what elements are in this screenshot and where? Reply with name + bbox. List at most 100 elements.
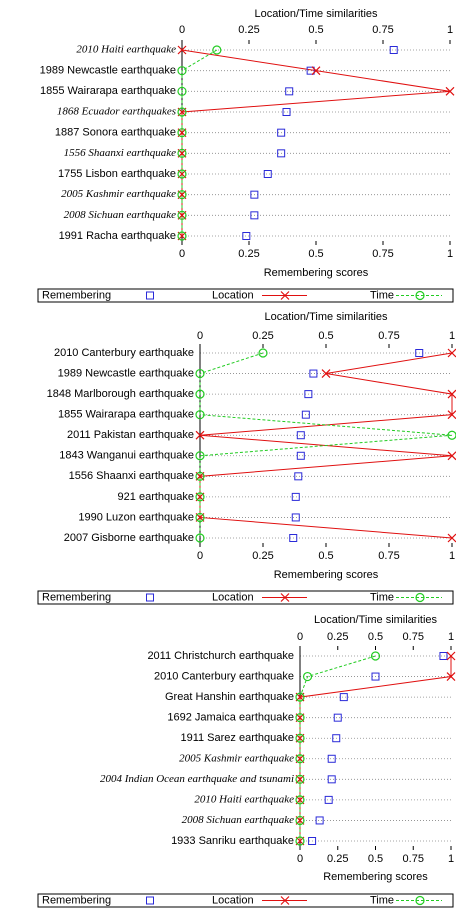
y-tick-label: 1855 Wairarapa earthquake [40, 85, 176, 97]
marker-square [250, 190, 259, 199]
y-tick-label: 1911 Sarez earthquake [180, 732, 294, 744]
x2-tick-label: 0.5 [318, 330, 333, 342]
y-tick-label: 2011 Christchurch earthquake [147, 650, 294, 662]
marker-circle [295, 795, 305, 805]
x-axis-label: Remembering scores [323, 871, 428, 883]
legend-box [37, 590, 454, 605]
marker-circle [447, 430, 456, 440]
y-tick-label: 1989 Newcastle earthquake [40, 65, 176, 77]
y-tick-label: 2010 Haiti earthquake [76, 44, 176, 56]
y-tick-label: 2008 Sichuan earthquake [182, 814, 295, 826]
marker-circle [195, 471, 205, 481]
marker-circle [177, 210, 187, 220]
marker-square [304, 390, 313, 399]
marker-circle [212, 45, 222, 55]
x-axis-label: Remembering scores [274, 569, 379, 581]
marker-square [282, 108, 291, 116]
y-tick-label: 921 earthquake [118, 491, 194, 503]
x2-tick-label: 0.75 [372, 24, 393, 36]
marker-square [291, 492, 300, 501]
x2-axis-label: Location/Time similarities [254, 8, 378, 20]
y-tick-label: 2010 Canterbury earthquake [54, 347, 194, 359]
marker-circle [415, 592, 425, 603]
marker-circle [177, 190, 187, 200]
x2-axis-label: Location/Time similarities [314, 614, 438, 626]
y-tick-label: 1868 Ecuador earthquakes [57, 106, 176, 118]
marker-circle [370, 651, 381, 661]
marker-square [242, 232, 251, 240]
marker-circle [177, 128, 187, 138]
legend-box [37, 893, 454, 908]
y-tick-label: 2010 Haiti earthquake [194, 793, 294, 805]
y-tick-label: 2007 Gisborne earthquake [64, 532, 194, 544]
marker-square [250, 211, 259, 220]
marker-circle [295, 815, 305, 826]
marker-circle [195, 533, 205, 543]
marker-circle [195, 389, 205, 399]
marker-square [289, 534, 298, 542]
legend-box [37, 288, 454, 303]
marker-circle [295, 836, 305, 846]
x2-tick-label: 0.25 [238, 24, 259, 36]
marker-square [324, 795, 333, 804]
marker-square [439, 652, 448, 660]
x-tick-label: 0 [297, 853, 303, 865]
marker-circle [415, 290, 425, 301]
marker-square [333, 713, 342, 722]
x2-tick-label: 0.75 [378, 330, 399, 342]
x2-tick-label: 0.5 [308, 24, 323, 36]
marker-cross [280, 896, 290, 905]
marker-square [327, 775, 336, 784]
x-tick-label: 0.5 [308, 248, 323, 260]
series-line [299, 656, 452, 841]
marker-cross [321, 369, 331, 378]
y-tick-label: 1556 Shaanxi earthquake [69, 470, 194, 482]
marker-circle [177, 231, 187, 241]
y-tick-label: 1556 Shaanxi earthquake [64, 147, 177, 159]
marker-cross [311, 66, 321, 76]
x2-tick-label: 0 [197, 330, 203, 342]
legend-label: Remembering [42, 894, 111, 906]
marker-square [339, 693, 348, 702]
x2-axis-label: Location/Time similarities [264, 311, 388, 323]
x2-tick-label: 0 [297, 631, 303, 643]
marker-square [389, 46, 398, 54]
series-line [181, 49, 451, 236]
x-axis-label: Remembering scores [264, 267, 369, 279]
marker-square [415, 349, 424, 357]
marker-circle [177, 107, 187, 117]
x-tick-label: 1 [447, 248, 453, 260]
marker-circle [177, 148, 187, 158]
y-tick-label: 2005 Kashmir earthquake [61, 188, 176, 200]
marker-square [277, 149, 286, 158]
marker-circle [195, 368, 205, 379]
y-tick-label: 2010 Canterbury earthquake [154, 670, 294, 682]
legend-label: Location [212, 591, 254, 603]
marker-square [285, 87, 294, 96]
y-tick-label: 1990 Luzon earthquake [78, 511, 194, 523]
legend-label: Time [370, 894, 394, 906]
marker-square [301, 410, 310, 419]
marker-square [277, 128, 286, 137]
marker-square [146, 896, 154, 905]
marker-square [309, 369, 318, 378]
marker-cross [447, 533, 456, 543]
x-tick-label: 0.5 [368, 853, 383, 865]
marker-square [294, 472, 303, 481]
y-tick-label: 1843 Wanganui earthquake [59, 450, 194, 462]
marker-cross [447, 410, 456, 420]
marker-circle [177, 86, 187, 96]
marker-cross [447, 451, 456, 461]
marker-circle [302, 671, 313, 682]
marker-circle [258, 348, 268, 358]
x-tick-label: 1 [448, 853, 454, 865]
series-line [299, 655, 376, 841]
x2-tick-label: 0.25 [327, 631, 348, 643]
marker-cross [280, 291, 290, 300]
x2-tick-label: 0.5 [368, 631, 383, 643]
marker-cross [195, 430, 205, 440]
marker-square [306, 66, 315, 75]
marker-square [296, 431, 305, 440]
x2-tick-label: 0.75 [403, 631, 424, 643]
marker-square [263, 170, 272, 178]
